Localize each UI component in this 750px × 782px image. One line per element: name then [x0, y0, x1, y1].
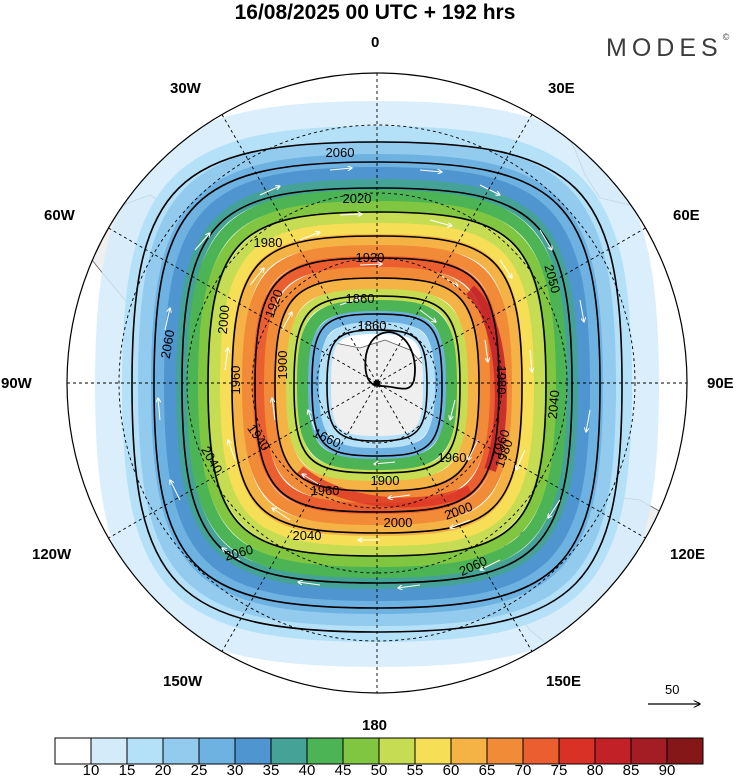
colorbar-tick-label: 20 — [154, 762, 172, 779]
contour-label: 2020 — [343, 191, 372, 206]
contour-label: 1920 — [356, 250, 385, 265]
colorbar-box — [558, 737, 596, 765]
colorbar-tick-label: 10 — [82, 762, 100, 779]
contour-label: 1860 — [358, 318, 387, 333]
colorbar-tick-label: 60 — [442, 762, 460, 779]
colorbar — [54, 737, 704, 765]
contour-label: 1960 — [438, 450, 467, 465]
colorbar-tick-label: 45 — [334, 762, 352, 779]
colorbar-tick-label: 70 — [514, 762, 532, 779]
contour-label: 2050 — [541, 263, 563, 295]
contour-label: 1900 — [371, 473, 400, 488]
lon-label-150e: 150E — [546, 673, 582, 690]
colorbar-box — [198, 737, 236, 765]
map-title: 16/08/2025 00 UTC + 192 hrs — [234, 1, 516, 24]
contour-label: 1860 — [346, 291, 375, 306]
lon-label-30e: 30E — [548, 80, 575, 97]
wind-vectors — [158, 168, 591, 588]
colorbar-box — [342, 737, 380, 765]
contour-label: 1980 — [254, 235, 283, 250]
colorbar-box — [594, 737, 632, 765]
contour-label: 2040 — [545, 390, 562, 420]
brand-logo: MODES© — [606, 32, 730, 63]
contour-label: 2040 — [293, 528, 322, 543]
colorbar-tick-label: 85 — [622, 762, 640, 779]
colorbar-box — [90, 737, 128, 765]
colorbar-tick-label: 65 — [478, 762, 496, 779]
colorbar-box — [54, 737, 92, 765]
contour-label: 1960 — [228, 366, 243, 395]
contour-label: 2060 — [326, 145, 355, 160]
contour-label: 1980 — [494, 366, 509, 395]
pole-marker — [374, 380, 380, 386]
colorbar-box — [522, 737, 560, 765]
colorbar-tick-label: 75 — [550, 762, 568, 779]
colorbar-box — [630, 737, 668, 765]
colorbar-box — [270, 737, 308, 765]
colorbar-box — [306, 737, 344, 765]
lon-label-60w: 60W — [44, 207, 75, 224]
lon-label-120w: 120W — [32, 546, 72, 563]
graticule — [67, 73, 687, 693]
colorbar-tick-label: 55 — [406, 762, 424, 779]
colorbar-tick-label: 50 — [370, 762, 388, 779]
brand-name: MODES — [606, 34, 723, 62]
contour-label: 2000 — [384, 515, 413, 530]
copyright-mark: © — [722, 32, 730, 42]
lon-label-30w: 30W — [170, 80, 201, 97]
lon-label-180: 180 — [362, 717, 388, 734]
colorbar-box — [486, 737, 524, 765]
colorbar-tick-label: 15 — [118, 762, 136, 779]
reference-vector-value: 50 — [665, 682, 680, 697]
lon-label-150w: 150W — [163, 673, 203, 690]
colorbar-tick-label: 35 — [262, 762, 280, 779]
colorbar-box — [450, 737, 488, 765]
map-disc — [67, 73, 687, 693]
lon-label-0: 0 — [371, 34, 380, 51]
contour-label: 2060 — [158, 329, 178, 360]
colorbar-box — [234, 737, 272, 765]
colorbar-tick-label: 90 — [658, 762, 676, 779]
colorbar-tick-label: 30 — [226, 762, 244, 779]
map-border — [66, 72, 688, 694]
colorbar-tick-label: 80 — [586, 762, 604, 779]
contour-label: 2000 — [215, 305, 232, 335]
colorbar-box — [414, 737, 452, 765]
height-contours — [131, 141, 623, 633]
lon-label-90e: 90E — [707, 375, 734, 392]
colorbar-box — [162, 737, 200, 765]
lon-label-120e: 120E — [670, 546, 706, 563]
lon-label-60e: 60E — [673, 207, 700, 224]
colorbar-box — [666, 737, 704, 765]
colorbar-box — [378, 737, 416, 765]
lon-label-90w: 90W — [1, 375, 32, 392]
contour-label: 1960 — [311, 483, 340, 498]
colorbar-tick-label: 40 — [298, 762, 316, 779]
colorbar-tick-label: 25 — [190, 762, 208, 779]
contour-label: 1900 — [275, 351, 290, 380]
contour-label: 2060 — [223, 542, 255, 564]
colorbar-box — [126, 737, 164, 765]
